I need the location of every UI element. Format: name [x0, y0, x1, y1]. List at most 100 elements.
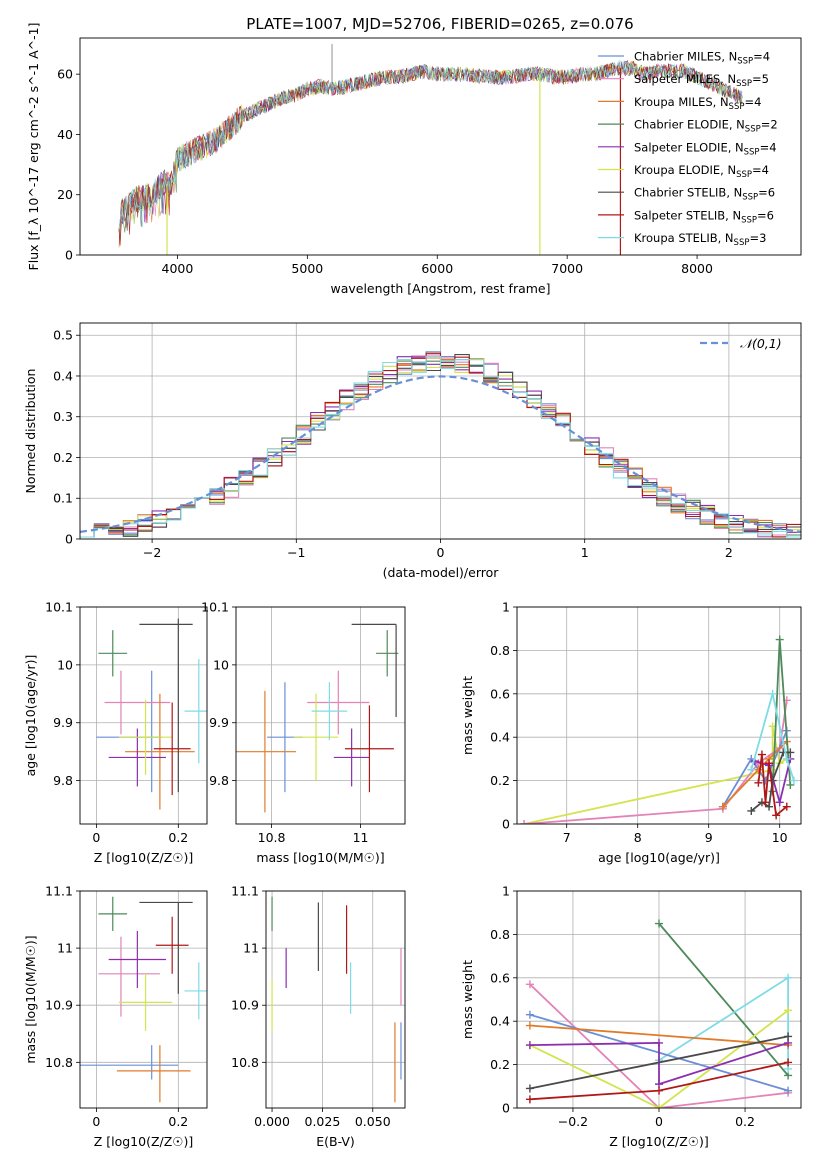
legend-sub: SSP [729, 102, 745, 112]
weight_vs_Z-ytick-label: 0.8 [490, 927, 510, 942]
mass_vs_ebv-ytick-label: 10.8 [231, 1055, 259, 1070]
age_vs_Z-ytick-label: 10.1 [45, 600, 73, 615]
panel-spectrum: 4000 5000 6000 7000 8000 0 20 40 60 wavelength [A… [26, 23, 802, 296]
weight-marker-krou_elodie [655, 1104, 663, 1108]
age_vs_Z-ytick-label: 9.9 [53, 715, 73, 730]
age_vs_Z-ytick-label: 9.8 [53, 773, 73, 788]
panel-mass_vs_ebv: 0.000 0.025 0.050 10.8 10.9 11 11.1 E(B-V) [231, 884, 406, 1149]
weight-marker-salp_elodie [525, 1041, 534, 1050]
spectrum-line-krou_stelib [118, 60, 743, 230]
age_vs_mass-xtick-label: 10.8 [258, 830, 286, 845]
weight-marker-krou_stelib [789, 776, 798, 785]
weight_vs_age-frame [516, 606, 802, 825]
age_vs_Z-ytick-label: 10 [57, 657, 73, 672]
normal-reference-curve [80, 375, 801, 533]
weight-marker-chab_stelib [765, 802, 774, 811]
weight-marker-salp_miles [520, 820, 529, 824]
legend-n: =4 [744, 95, 761, 109]
panel-age_vs_mass: 10.8 11 9.8 9.9 10 10.1 mass [log10(M/M☉)] [201, 600, 406, 865]
weight-marker-salp_stelib [761, 798, 770, 807]
weight_vs_age-ytick-label: 0.6 [490, 686, 510, 701]
weight-marker-krou_elodie [784, 1006, 793, 1015]
mass_vs_ebv-ytick-label: 11 [243, 941, 259, 956]
legend-label-krou_stelib: Kroupa STELIB, NSSP=3 [634, 231, 766, 248]
weight_vs_Z-xlabel: Z [log10(Z/Z☉)] [609, 1134, 709, 1149]
legend-sub: SSP [737, 57, 753, 67]
weight-marker-salp_stelib [655, 1086, 663, 1095]
weight-line-chab_stelib [529, 1035, 789, 1090]
weight-marker-chab_stelib [784, 1032, 793, 1041]
residuals-xtick-label: 0 [437, 545, 445, 560]
legend-n: =4 [753, 50, 770, 64]
weight_vs_age-ytick-label: 1 [502, 600, 510, 615]
mass_vs_Z-xtick-label: 0 [92, 1114, 100, 1129]
residuals-ytick-label: 0.2 [53, 450, 73, 465]
weight_vs_age-xtick-label: 10 [772, 830, 788, 845]
weight-marker-chab_stelib [525, 1084, 534, 1093]
spectrum-plot-area [118, 44, 743, 255]
residuals-xtick-label: −2 [143, 545, 161, 560]
weight-line-krou_elodie [529, 1009, 789, 1108]
residuals-ytick-label: 0.4 [53, 368, 73, 383]
weight-line-chab_elodie [658, 922, 789, 1077]
mass_vs_Z-ytick-label: 11 [57, 941, 73, 956]
mass_vs_ebv-frame [265, 890, 406, 1109]
age_vs_mass-xtick-label: 11 [353, 830, 369, 845]
age_vs_mass-ytick-label: 9.8 [209, 773, 229, 788]
weight_vs_age-ylabel: mass weight [460, 676, 475, 755]
weight-marker-chab_elodie [775, 635, 784, 644]
legend-n: =6 [757, 208, 774, 222]
age_vs_Z-frame [79, 606, 208, 825]
weight-marker-salp_stelib [754, 778, 763, 787]
weight-line-salp_elodie [529, 1041, 789, 1086]
spectrum-line-chab_stelib [118, 61, 743, 245]
panel-residuals: −2 −1 0 1 2 0 0.1 0.2 0.3 0.4 0.5 (data-model)/erro… [23, 322, 802, 580]
weight_vs_age-xtick-label: 7 [563, 830, 571, 845]
spectrum-xtick-label: 8000 [681, 261, 713, 276]
weight-marker-krou_stelib [747, 765, 756, 774]
legend-n: =5 [752, 72, 769, 86]
residuals-ytick-label: 0.3 [53, 409, 73, 424]
weight_vs_age-xtick-label: 8 [634, 830, 642, 845]
age_vs_Z-plot-area [96, 618, 207, 810]
legend-sub: SSP [734, 238, 750, 248]
mass_vs_ebv-xtick-label: 0.000 [254, 1114, 290, 1129]
weight-line-krou_stelib [658, 976, 789, 1069]
spectrum-xtick-label: 6000 [421, 261, 453, 276]
spectrum-ytick-label: 40 [57, 127, 73, 142]
age_vs_mass-frame [235, 606, 406, 825]
panel-mass_vs_Z: 0 0.2 10.8 10.9 11 11.1 Z [log10(Z/Z☉)] mass [l… [23, 884, 208, 1149]
residuals-xtick-label: −1 [287, 545, 305, 560]
weight-line-salp_stelib [757, 754, 788, 818]
weight-marker-krou_miles [754, 765, 763, 774]
weight-marker-salp_stelib [782, 802, 791, 811]
weight_vs_Z-ytick-label: 0 [502, 1101, 510, 1116]
legend-n: =6 [758, 186, 775, 200]
weight_vs_age-ytick-label: 0 [502, 817, 510, 832]
mass_vs_ebv-xlabel: E(B-V) [316, 1134, 355, 1149]
weight_vs_Z-ytick-label: 0.6 [490, 970, 510, 985]
age_vs_Z-xlabel: Z [log10(Z/Z☉)] [94, 850, 194, 865]
residuals-ytick-label: 0.5 [53, 328, 73, 343]
weight-marker-salp_elodie [655, 1038, 663, 1047]
weight-marker-salp_stelib [757, 750, 766, 759]
weight_vs_Z-ytick-label: 0.2 [490, 1057, 510, 1072]
age_vs_mass-ytick-label: 10.1 [201, 600, 229, 615]
weight_vs_Z-ylabel: mass weight [460, 960, 475, 1039]
weight-marker-salp_miles [525, 980, 534, 989]
weight_vs_age-xlabel: age [log10(age/yr)] [598, 850, 720, 865]
spectrum-ytick-label: 0 [65, 248, 73, 263]
panel-weight_vs_Z: −0.2 0 0.2 0 0.2 0.4 0.6 0.8 1 Z [log10(Z/Z☉)] mas… [460, 884, 802, 1149]
mass_vs_Z-ylabel: mass [log10(M/M☉)] [23, 935, 38, 1063]
weight-marker-salp_stelib [772, 811, 781, 820]
legend-label-salp_miles: Salpeter MILES, NSSP=5 [634, 72, 769, 89]
age_vs_mass-xlabel: mass [log10(M/M☉)] [256, 850, 384, 865]
spectrum-ytick-label: 20 [57, 187, 73, 202]
weight-line-krou_elodie [523, 726, 788, 824]
spectrum-ylabel: Flux [f_λ 10^-17 erg cm^-2 s^-1 A^-1] [26, 23, 41, 271]
mass_vs_ebv-xtick-label: 0.025 [305, 1114, 341, 1129]
weight_vs_Z-xtick-label: −0.2 [558, 1114, 588, 1129]
weight_vs_age-xtick-label: 9 [705, 830, 713, 845]
panel-age_vs_Z: 0 0.2 9.8 9.9 10 10.1 Z [log10(Z/Z☉)] age [log1… [23, 600, 208, 865]
